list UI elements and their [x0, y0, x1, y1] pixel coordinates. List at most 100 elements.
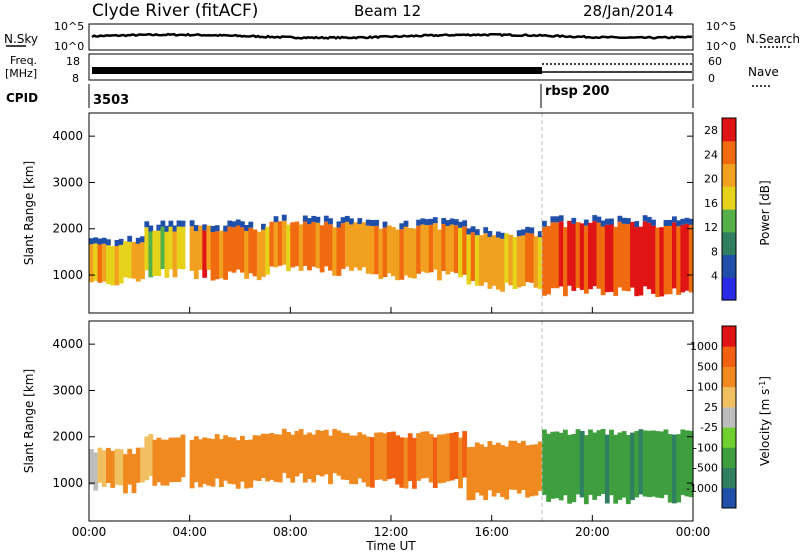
echo-cell [550, 222, 556, 289]
echo-cell [420, 224, 426, 272]
echo-cell [621, 223, 627, 291]
echo-cell [123, 241, 128, 278]
echo-cell [646, 430, 652, 498]
echo-cell [374, 225, 379, 275]
x-tick-label: 20:00 [575, 525, 610, 539]
echo-cell [248, 227, 254, 274]
echo-cell [106, 245, 111, 285]
colorbar-segment [722, 366, 736, 388]
echo-cell [441, 434, 447, 483]
echo-cell [189, 439, 195, 489]
cpid-label: CPID [6, 91, 38, 105]
echo-cell [382, 227, 388, 277]
echo-cell [600, 220, 606, 227]
echo-cell [227, 220, 233, 227]
echo-cell [663, 220, 669, 226]
echo-cell [370, 220, 375, 226]
echo-cell [688, 430, 694, 498]
echo-cell [583, 225, 589, 294]
echo-cell [495, 442, 501, 493]
echo-cell [516, 443, 522, 494]
echo-cell [265, 226, 270, 275]
echo-cell [140, 242, 145, 280]
echo-cell [198, 439, 203, 488]
colorbar-frame [721, 117, 737, 301]
echo-cell [298, 429, 304, 474]
echo-cell [655, 431, 661, 498]
echo-cell [198, 225, 203, 270]
echo-cell [248, 221, 254, 228]
echo-cell [302, 215, 308, 222]
colorbar-segment [722, 326, 736, 347]
echo-cell [403, 437, 409, 489]
echo-cell [428, 218, 434, 225]
echo-cell [491, 444, 497, 497]
echo-cell [336, 227, 342, 276]
nave-tick-low: 0 [708, 72, 715, 85]
echo-cell [315, 222, 321, 269]
echo-cell [487, 231, 493, 237]
nsky-right-tick-high: 10^5 [706, 20, 736, 33]
echo-cell [667, 434, 673, 503]
x-tick-label: 00:00 [72, 525, 107, 539]
colorbar-segment [722, 163, 736, 187]
echo-cell [114, 240, 120, 246]
echo-cell [365, 225, 371, 274]
echo-cell [579, 223, 585, 290]
echo-cell [361, 434, 367, 483]
echo-cell [156, 230, 162, 276]
echo-cell [424, 219, 430, 226]
echo-cell [273, 434, 279, 482]
echo-cell [311, 215, 317, 222]
echo-cell [160, 220, 166, 227]
echo-cell [567, 434, 572, 504]
echo-cell [172, 231, 178, 278]
echo-cell [470, 232, 476, 281]
echo-cell [114, 246, 120, 286]
echo-cell [101, 450, 107, 487]
echo-cell [521, 229, 526, 236]
echo-cell [332, 227, 338, 276]
echo-cell [168, 437, 174, 483]
echo-cell [470, 446, 476, 500]
echo-cell [277, 221, 283, 266]
echo-cell [495, 231, 501, 238]
x-tick-label: 12:00 [374, 525, 409, 539]
cpid-segment-2: rbsp 200 [545, 84, 609, 99]
echo-cell [474, 442, 480, 493]
echo-cell [294, 430, 300, 477]
echo-cell [487, 237, 493, 289]
echo-cell [407, 228, 413, 278]
power-echo-layer [89, 113, 694, 313]
echo-cell [244, 225, 249, 231]
echo-cell [281, 428, 287, 473]
power-y-label: Slant Range [km] [22, 161, 36, 265]
echo-cell [152, 439, 158, 486]
echo-cell [328, 224, 333, 271]
colorbar-tick-label: 25 [704, 401, 718, 414]
freq-tick-high: 18 [66, 55, 80, 68]
y-tick-label: 4000 [52, 337, 83, 351]
nsky-right-tick-low: 10^0 [706, 40, 736, 53]
echo-cell [223, 231, 228, 280]
echo-cell [428, 434, 434, 483]
echo-cell [227, 437, 233, 484]
echo-cell [328, 218, 333, 225]
echo-cell [244, 440, 249, 489]
echo-cell [244, 231, 249, 279]
echo-cell [357, 432, 363, 479]
echo-cell [382, 433, 388, 482]
echo-cell [281, 214, 287, 221]
colorbar-segment [722, 231, 736, 256]
echo-cell [604, 218, 610, 225]
echo-cell [231, 437, 237, 485]
y-tick-label: 1000 [52, 268, 83, 282]
echo-cell [227, 226, 233, 272]
echo-cell [144, 221, 150, 228]
echo-cell [688, 224, 694, 293]
echo-cell [319, 430, 325, 477]
echo-cell [231, 221, 237, 228]
echo-cell [223, 225, 228, 232]
echo-cell [269, 433, 275, 480]
echo-cell [206, 438, 212, 486]
